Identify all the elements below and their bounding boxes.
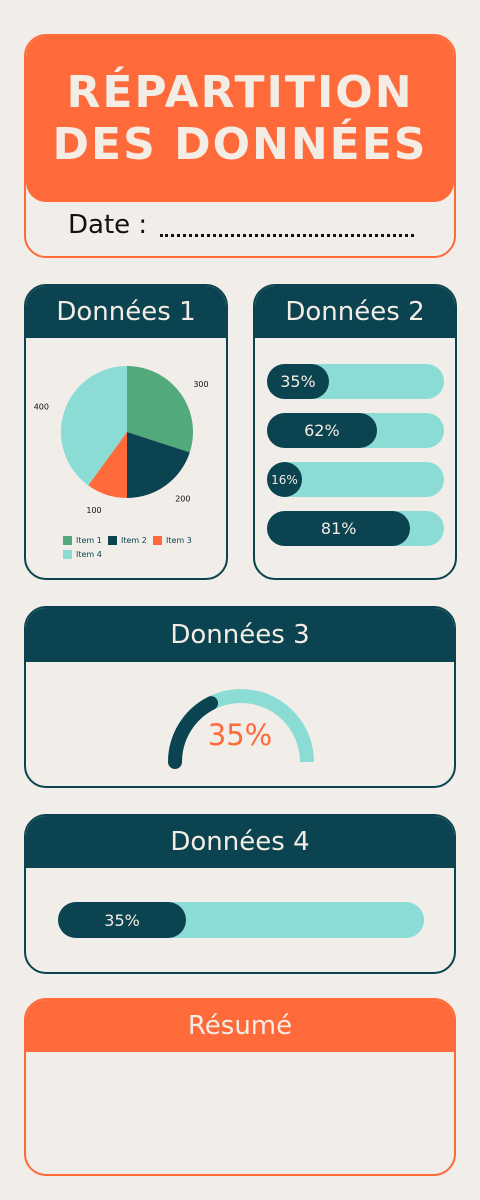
progress-fill — [267, 511, 411, 546]
progress-bar: 62% — [267, 413, 444, 448]
legend-swatch — [153, 536, 162, 545]
pie-slice — [88, 432, 127, 498]
pie-chart: 300 200 100 400 — [34, 366, 209, 515]
progress-bar: 81% — [267, 511, 444, 546]
title-line-1: RÉPARTITION — [66, 67, 414, 118]
data-card-4-header: Données 4 — [26, 816, 454, 868]
legend-item: Item 1 — [63, 536, 102, 545]
progress-bar: 16% — [267, 462, 444, 497]
pie-slice — [127, 366, 193, 453]
progress-label: 81% — [320, 519, 357, 538]
legend-item: Item 4 — [63, 550, 102, 559]
pie-value-label: 100 — [86, 506, 101, 515]
progress-fill — [267, 364, 329, 399]
progress-label: 35% — [104, 910, 140, 930]
data-card-3: Données 3 35% — [24, 606, 456, 788]
data-card-3-header: Données 3 — [26, 608, 454, 662]
data-card-2: Données 2 35% 62% 16% 81% — [253, 284, 457, 580]
title-line-2: DES DONNÉES — [52, 119, 428, 170]
data-card-2-header: Données 2 — [255, 286, 455, 338]
progress-label: 35% — [280, 372, 316, 391]
progress-fill — [267, 462, 302, 497]
data-card-1: Données 1 300 200 100 400 Item 1 Item 2 Ite… — [24, 284, 228, 580]
pie-value-label: 400 — [34, 403, 49, 412]
progress-bar: 35% — [58, 902, 424, 938]
progress-label: 62% — [304, 421, 340, 440]
pie-value-label: 300 — [193, 380, 208, 389]
title-banner: RÉPARTITION DES DONNÉES — [26, 36, 454, 202]
gauge-value-label: 35% — [207, 718, 273, 752]
legend-item: Item 3 — [153, 536, 192, 545]
data-card-1-header: Données 1 — [26, 286, 226, 338]
summary-card: Résumé — [24, 998, 456, 1176]
legend-label: Item 2 — [121, 536, 147, 545]
date-input-line[interactable] — [160, 234, 414, 237]
progress-fill — [58, 902, 187, 938]
data-card-4: Données 4 35% — [24, 814, 456, 974]
pie-slice — [127, 432, 190, 498]
title-card: RÉPARTITION DES DONNÉES Date : — [24, 34, 456, 258]
summary-header: Résumé — [26, 1000, 454, 1052]
legend-label: Item 3 — [166, 536, 192, 545]
legend-swatch — [108, 536, 117, 545]
pie-slice — [61, 366, 128, 486]
legend-item: Item 2 — [108, 536, 147, 545]
progress-bar: 35% — [267, 364, 444, 399]
progress-label: 16% — [271, 472, 298, 487]
gauge-fill — [168, 696, 219, 769]
legend-swatch — [63, 550, 72, 559]
gauge-chart — [168, 689, 314, 769]
legend-swatch — [63, 536, 72, 545]
pie-value-label: 200 — [175, 494, 190, 503]
date-label: Date : — [68, 210, 148, 240]
progress-fill — [267, 413, 377, 448]
legend-label: Item 1 — [76, 536, 102, 545]
legend-label: Item 4 — [76, 550, 102, 559]
